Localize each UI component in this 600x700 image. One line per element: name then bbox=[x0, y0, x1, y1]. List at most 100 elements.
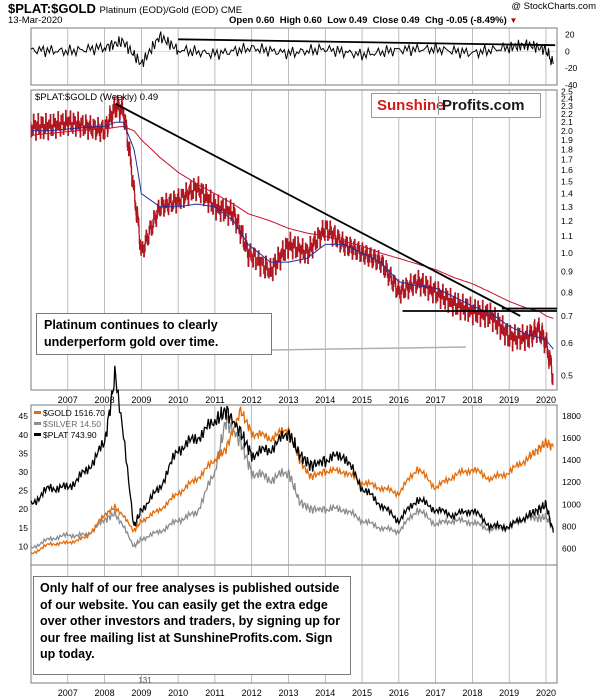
annotation-pointer bbox=[271, 346, 467, 351]
chg-value: -0.05 (-8.49%) bbox=[446, 15, 507, 26]
logo-part2: Profits.com bbox=[442, 97, 525, 114]
x-tick-label-bottom: 2013 bbox=[278, 688, 298, 698]
ratio-tick: 1.2 bbox=[561, 216, 573, 226]
low-label: Low bbox=[327, 15, 347, 26]
close-value: 0.49 bbox=[401, 15, 420, 26]
x-tick-label-bottom: 2015 bbox=[352, 688, 372, 698]
momentum-tick: -20 bbox=[565, 63, 578, 73]
x-tick-label-bottom: 2012 bbox=[242, 688, 262, 698]
x-tick-label-mid: 2011 bbox=[205, 395, 224, 405]
quote-line: Open 0.60 High 0.60 Low 0.49 Close 0.49 … bbox=[229, 15, 517, 26]
momentum-tick: 20 bbox=[565, 30, 575, 40]
x-tick-label-mid: 2013 bbox=[278, 395, 298, 405]
ratio-tick: 2.1 bbox=[561, 117, 573, 127]
ratio-tick: 2.5 bbox=[561, 86, 573, 96]
legend-swatch bbox=[34, 422, 41, 425]
x-tick-label-mid: 2014 bbox=[315, 395, 335, 405]
sunshine-profits-logo: Sunshine Profits.com bbox=[371, 93, 541, 118]
x-tick-label-mid: 2020 bbox=[536, 395, 556, 405]
x-tick-label-bottom: 2020 bbox=[536, 688, 556, 698]
credit: @ StockCharts.com bbox=[511, 1, 596, 12]
chg-label: Chg bbox=[424, 15, 444, 26]
ratio-tick: 1.0 bbox=[561, 248, 573, 258]
x-tick-label-mid: 2008 bbox=[95, 395, 115, 405]
momentum-tick: 0 bbox=[565, 46, 570, 56]
logo-divider bbox=[438, 96, 439, 115]
metals-right-tick: 1800 bbox=[562, 411, 581, 421]
symbol: $PLAT:$GOLD bbox=[8, 1, 96, 16]
metals-right-tick: 800 bbox=[562, 521, 576, 531]
ratio-tick: 1.1 bbox=[561, 231, 573, 241]
momentum-line bbox=[30, 31, 554, 67]
legend-swatch bbox=[34, 433, 41, 436]
bottom-tick-label: 131 bbox=[138, 676, 152, 685]
low-value: 0.49 bbox=[348, 15, 368, 26]
ratio-tick: 1.9 bbox=[561, 135, 573, 145]
ratio-tick: 1.6 bbox=[561, 165, 573, 175]
metals-left-tick: 45 bbox=[19, 411, 29, 421]
x-tick-label-mid: 2016 bbox=[389, 395, 409, 405]
ratio-tick: 1.7 bbox=[561, 154, 573, 164]
x-tick-label-bottom: 2010 bbox=[168, 688, 188, 698]
ratio-tick: 0.9 bbox=[561, 267, 573, 277]
chart-title: $PLAT:$GOLD Platinum (EOD)/Gold (EOD) CM… bbox=[8, 1, 242, 16]
momentum-trendline bbox=[178, 38, 556, 47]
ratio-tick: 1.3 bbox=[561, 202, 573, 212]
legend-swatch bbox=[34, 411, 41, 414]
ma-long-line bbox=[30, 125, 554, 319]
metals-left-tick: 20 bbox=[19, 504, 29, 514]
x-tick-label-mid: 2019 bbox=[499, 395, 519, 405]
momentum-tick: -40 bbox=[565, 80, 578, 90]
x-tick-label-mid: 2012 bbox=[242, 395, 262, 405]
ratio-tick: 2.4 bbox=[561, 94, 573, 104]
x-tick-label-mid: 2018 bbox=[462, 395, 482, 405]
metals-right-tick: 1400 bbox=[562, 455, 581, 465]
ratio-tick: 2.3 bbox=[561, 101, 573, 111]
metals-right-tick: 1000 bbox=[562, 499, 581, 509]
ratio-tick: 2.2 bbox=[561, 109, 573, 119]
platinum-line bbox=[30, 365, 554, 533]
close-label: Close bbox=[372, 15, 399, 26]
x-tick-label-bottom: 2007 bbox=[58, 688, 78, 698]
open-value: 0.60 bbox=[255, 15, 275, 26]
logo-part1: Sunshine bbox=[377, 97, 445, 114]
metals-right-tick: 600 bbox=[562, 543, 576, 553]
metals-left-tick: 15 bbox=[19, 523, 29, 533]
metals-right-tick: 1600 bbox=[562, 433, 581, 443]
silver-line bbox=[30, 414, 554, 550]
x-tick-label-bottom: 2014 bbox=[315, 688, 335, 698]
ratio-panel-title: $PLAT:$GOLD (Weekly) 0.49 bbox=[35, 92, 158, 103]
ratio-tick: 2.0 bbox=[561, 126, 573, 136]
ratio-tick: 1.4 bbox=[561, 189, 573, 199]
ratio-tick: 0.5 bbox=[561, 370, 573, 380]
down-triangle-icon: ▼ bbox=[509, 16, 518, 25]
x-tick-label-bottom: 2009 bbox=[131, 688, 151, 698]
legend-label: $GOLD 1516.70 bbox=[43, 408, 105, 418]
metals-left-tick: 30 bbox=[19, 467, 29, 477]
annotation-underperform: Platinum continues to clearly underperfo… bbox=[36, 313, 272, 355]
ratio-tick: 0.7 bbox=[561, 311, 573, 321]
ratio-tick: 1.8 bbox=[561, 144, 573, 154]
metals-left-tick: 25 bbox=[19, 486, 29, 496]
x-tick-label-mid: 2010 bbox=[168, 395, 188, 405]
x-tick-label-mid: 2017 bbox=[426, 395, 446, 405]
high-value: 0.60 bbox=[303, 15, 322, 26]
ratio-tick: 0.8 bbox=[561, 287, 573, 297]
x-tick-label-bottom: 2016 bbox=[389, 688, 409, 698]
ratio-tick: 0.6 bbox=[561, 338, 573, 348]
metals-left-tick: 40 bbox=[19, 430, 29, 440]
open-label: Open bbox=[229, 15, 254, 26]
x-tick-label-mid: 2007 bbox=[58, 395, 78, 405]
x-tick-label-mid: 2015 bbox=[352, 395, 372, 405]
date: 13-Mar-2020 bbox=[8, 15, 63, 26]
x-tick-label-bottom: 2018 bbox=[462, 688, 482, 698]
legend-label: $SILVER 14.50 bbox=[43, 419, 101, 429]
metals-right-tick: 1200 bbox=[562, 477, 581, 487]
annotation-subscribe: Only half of our free analyses is publis… bbox=[33, 576, 351, 675]
metals-left-tick: 10 bbox=[19, 541, 29, 551]
x-tick-label-bottom: 2008 bbox=[95, 688, 115, 698]
ratio-tick: 1.5 bbox=[561, 177, 573, 187]
x-tick-label-bottom: 2011 bbox=[205, 688, 224, 698]
x-tick-label-mid: 2009 bbox=[131, 395, 151, 405]
subtitle: Platinum (EOD)/Gold (EOD) CME bbox=[99, 5, 243, 16]
